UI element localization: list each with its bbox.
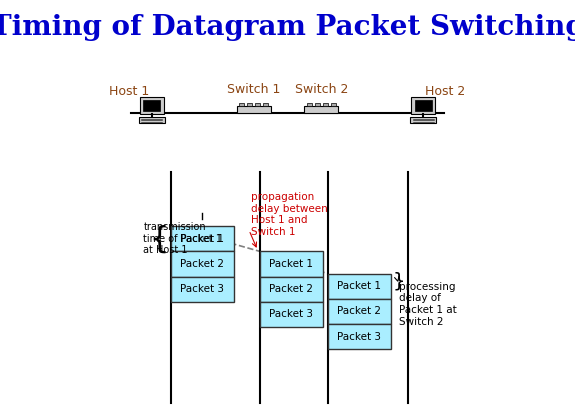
Text: propagation
delay between
Host 1 and
Switch 1: propagation delay between Host 1 and Swi… [251, 192, 328, 237]
Bar [305, 106, 339, 113]
Text: Packet 2: Packet 2 [337, 306, 381, 316]
Text: Packet 3: Packet 3 [337, 332, 381, 341]
Bar [415, 100, 432, 111]
Text: processing
delay of
Packet 1 at
Switch 2: processing delay of Packet 1 at Switch 2 [399, 282, 457, 326]
Bar [307, 103, 312, 106]
Bar [263, 103, 268, 106]
Bar [328, 274, 390, 299]
Bar [411, 118, 436, 123]
Text: Host 2: Host 2 [426, 85, 466, 98]
Bar [331, 103, 336, 106]
Bar [247, 103, 252, 106]
Bar [171, 251, 233, 277]
Bar [323, 103, 328, 106]
Bar [328, 299, 390, 324]
Text: Packet 2: Packet 2 [180, 259, 224, 269]
Bar [255, 103, 260, 106]
Bar [260, 277, 323, 302]
Text: Packet 1: Packet 1 [337, 281, 381, 291]
Text: Timing of Datagram Packet Switching: Timing of Datagram Packet Switching [0, 13, 575, 40]
Bar [171, 226, 233, 251]
Text: Packet 3: Packet 3 [269, 309, 313, 319]
Bar [171, 277, 233, 302]
Text: Host 1: Host 1 [109, 85, 150, 98]
Bar [411, 97, 435, 114]
Bar [239, 103, 244, 106]
Bar [236, 106, 270, 113]
Text: Packet 1: Packet 1 [269, 259, 313, 269]
Bar [140, 97, 164, 114]
Text: Packet 2: Packet 2 [269, 284, 313, 294]
Bar [328, 324, 390, 349]
Bar [260, 251, 323, 277]
Text: transmission
time of Packet 1
at Host 1: transmission time of Packet 1 at Host 1 [143, 222, 223, 255]
Bar [139, 118, 164, 123]
Text: Packet 3: Packet 3 [180, 284, 224, 294]
Text: Packet 1: Packet 1 [180, 234, 224, 244]
Text: {: { [150, 224, 168, 253]
Text: Switch 2: Switch 2 [295, 83, 348, 96]
Bar [143, 100, 160, 111]
Bar [260, 302, 323, 327]
Bar [315, 103, 320, 106]
Text: }: } [393, 272, 405, 291]
Text: Switch 1: Switch 1 [227, 83, 280, 96]
